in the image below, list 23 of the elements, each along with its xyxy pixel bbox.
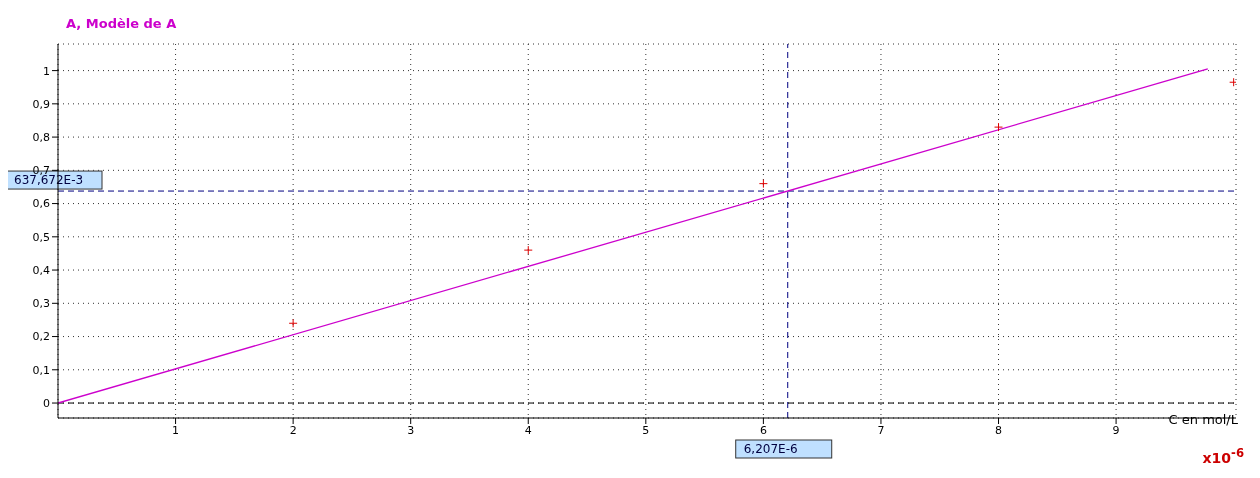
y-axis-title: A, Modèle de A xyxy=(66,16,177,31)
x-tick-label: 4 xyxy=(524,423,532,437)
y-tick-label: 0,1 xyxy=(32,363,50,377)
x-tick-label: 3 xyxy=(407,423,415,437)
x-tick-label: 1 xyxy=(172,423,180,437)
y-tick-label: 0,8 xyxy=(32,130,50,144)
x-tick-label: 7 xyxy=(877,423,885,437)
y-tick-label: 0,2 xyxy=(32,330,50,344)
y-tick-label: 1 xyxy=(43,64,50,78)
x-tick-label: 6 xyxy=(759,423,767,437)
x-tick-label: 9 xyxy=(1112,423,1120,437)
ref-line-label: 6,207E-6 xyxy=(743,442,798,456)
y-tick-label: 0,5 xyxy=(32,230,50,244)
x-tick-label: 2 xyxy=(289,423,297,437)
y-tick-label: 0,9 xyxy=(32,97,50,111)
y-tick-label: 0,4 xyxy=(32,263,50,277)
text: x10$^{-6}$ xyxy=(1202,446,1244,466)
y-tick-label: 0,6 xyxy=(32,197,50,211)
x-axis-title: C en mol/L xyxy=(1168,412,1238,427)
x-tick-label: 5 xyxy=(642,423,650,437)
y-tick-label: 0 xyxy=(43,396,50,410)
x-tick-label: 8 xyxy=(995,423,1003,437)
y-tick-label: 0,3 xyxy=(32,297,50,311)
